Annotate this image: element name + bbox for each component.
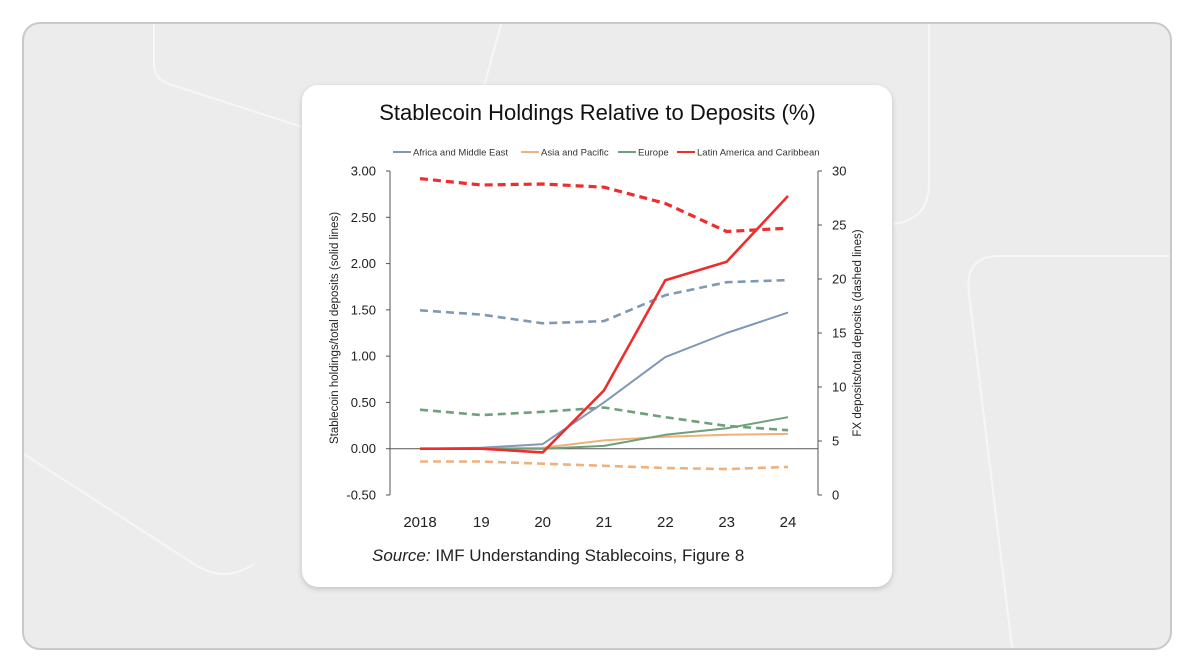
left-tick-label: 2.50	[351, 210, 376, 225]
right-tick-label: 20	[832, 272, 846, 287]
x-tick-label: 23	[718, 514, 735, 531]
x-tick-label: 24	[780, 514, 797, 531]
left-axis-title: Stablecoin holdings/total deposits (soli…	[329, 212, 341, 444]
right-axis-title: FX deposits/total deposits (dashed lines…	[852, 229, 864, 436]
source-text: IMF Understanding Stablecoins, Figure 8	[430, 546, 745, 565]
x-tick-label: 2018	[403, 514, 436, 531]
right-tick-label: 25	[832, 218, 846, 233]
chart-legend: Africa and Middle East Asia and Pacific Eu…	[393, 148, 820, 159]
series-asia-and-pacific-dashed	[420, 460, 789, 471]
right-tick-label: 5	[832, 434, 839, 449]
left-tick-label: 0.50	[351, 395, 376, 410]
source-label: Source:	[372, 546, 431, 565]
series-africa-and-middle-east-dashed	[419, 278, 789, 325]
series-latin-america-and-caribbean-dashed	[419, 177, 789, 234]
chart-axes: -0.50 0.00 0.50 1.00 1.50 2.00 2.50 3.00 0 5 10 15 2…	[329, 164, 864, 532]
right-tick-label: 0	[832, 488, 839, 503]
x-tick-label: 19	[473, 514, 490, 531]
legend-label: Europe	[638, 148, 669, 159]
left-tick-label: 2.00	[351, 256, 376, 271]
legend-label: Asia and Pacific	[541, 148, 609, 159]
chart-title: Stablecoin Holdings Relative to Deposits…	[379, 100, 816, 125]
x-tick-label: 20	[534, 514, 551, 531]
series-africa-and-middle-east-solid	[419, 311, 789, 450]
left-tick-label: -0.50	[346, 488, 376, 503]
left-tick-label: 1.00	[351, 349, 376, 364]
chart-series	[419, 177, 789, 471]
left-tick-label: 0.00	[351, 441, 376, 456]
right-tick-label: 30	[832, 164, 846, 179]
left-tick-label: 1.50	[351, 302, 376, 317]
right-tick-label: 15	[832, 326, 846, 341]
legend-label: Africa and Middle East	[413, 148, 508, 159]
left-tick-label: 3.00	[351, 164, 376, 179]
right-tick-label: 10	[832, 380, 846, 395]
legend-label: Latin America and Caribbean	[697, 148, 820, 159]
series-europe-dashed	[419, 406, 789, 432]
chart-source: Source: IMF Understanding Stablecoins, F…	[372, 546, 744, 566]
series-europe-solid	[420, 416, 789, 450]
x-tick-label: 21	[596, 514, 613, 531]
series-latin-america-and-caribbean-solid	[420, 195, 789, 454]
x-tick-label: 22	[657, 514, 674, 531]
chart-card	[302, 85, 892, 587]
